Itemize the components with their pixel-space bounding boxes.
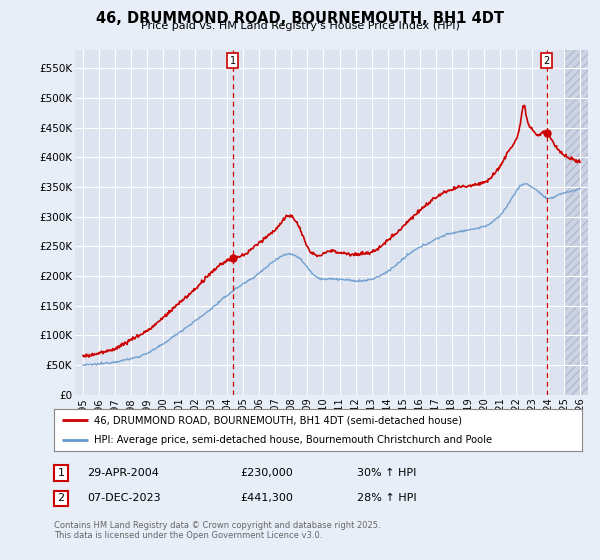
Text: 2: 2 [58, 493, 65, 503]
Text: 1: 1 [58, 468, 65, 478]
Bar [564, 50, 600, 395]
Text: 07-DEC-2023: 07-DEC-2023 [87, 493, 161, 503]
Text: 46, DRUMMOND ROAD, BOURNEMOUTH, BH1 4DT (semi-detached house): 46, DRUMMOND ROAD, BOURNEMOUTH, BH1 4DT … [94, 415, 461, 425]
Text: 28% ↑ HPI: 28% ↑ HPI [357, 493, 416, 503]
Bar [564, 50, 600, 395]
Text: £230,000: £230,000 [240, 468, 293, 478]
Text: Price paid vs. HM Land Registry's House Price Index (HPI): Price paid vs. HM Land Registry's House … [140, 21, 460, 31]
Text: 29-APR-2004: 29-APR-2004 [87, 468, 159, 478]
Text: 1: 1 [230, 55, 236, 66]
Text: 46, DRUMMOND ROAD, BOURNEMOUTH, BH1 4DT: 46, DRUMMOND ROAD, BOURNEMOUTH, BH1 4DT [96, 11, 504, 26]
Text: 30% ↑ HPI: 30% ↑ HPI [357, 468, 416, 478]
Text: Contains HM Land Registry data © Crown copyright and database right 2025.
This d: Contains HM Land Registry data © Crown c… [54, 521, 380, 540]
Text: 2: 2 [544, 55, 550, 66]
Text: £441,300: £441,300 [240, 493, 293, 503]
Text: HPI: Average price, semi-detached house, Bournemouth Christchurch and Poole: HPI: Average price, semi-detached house,… [94, 435, 492, 445]
